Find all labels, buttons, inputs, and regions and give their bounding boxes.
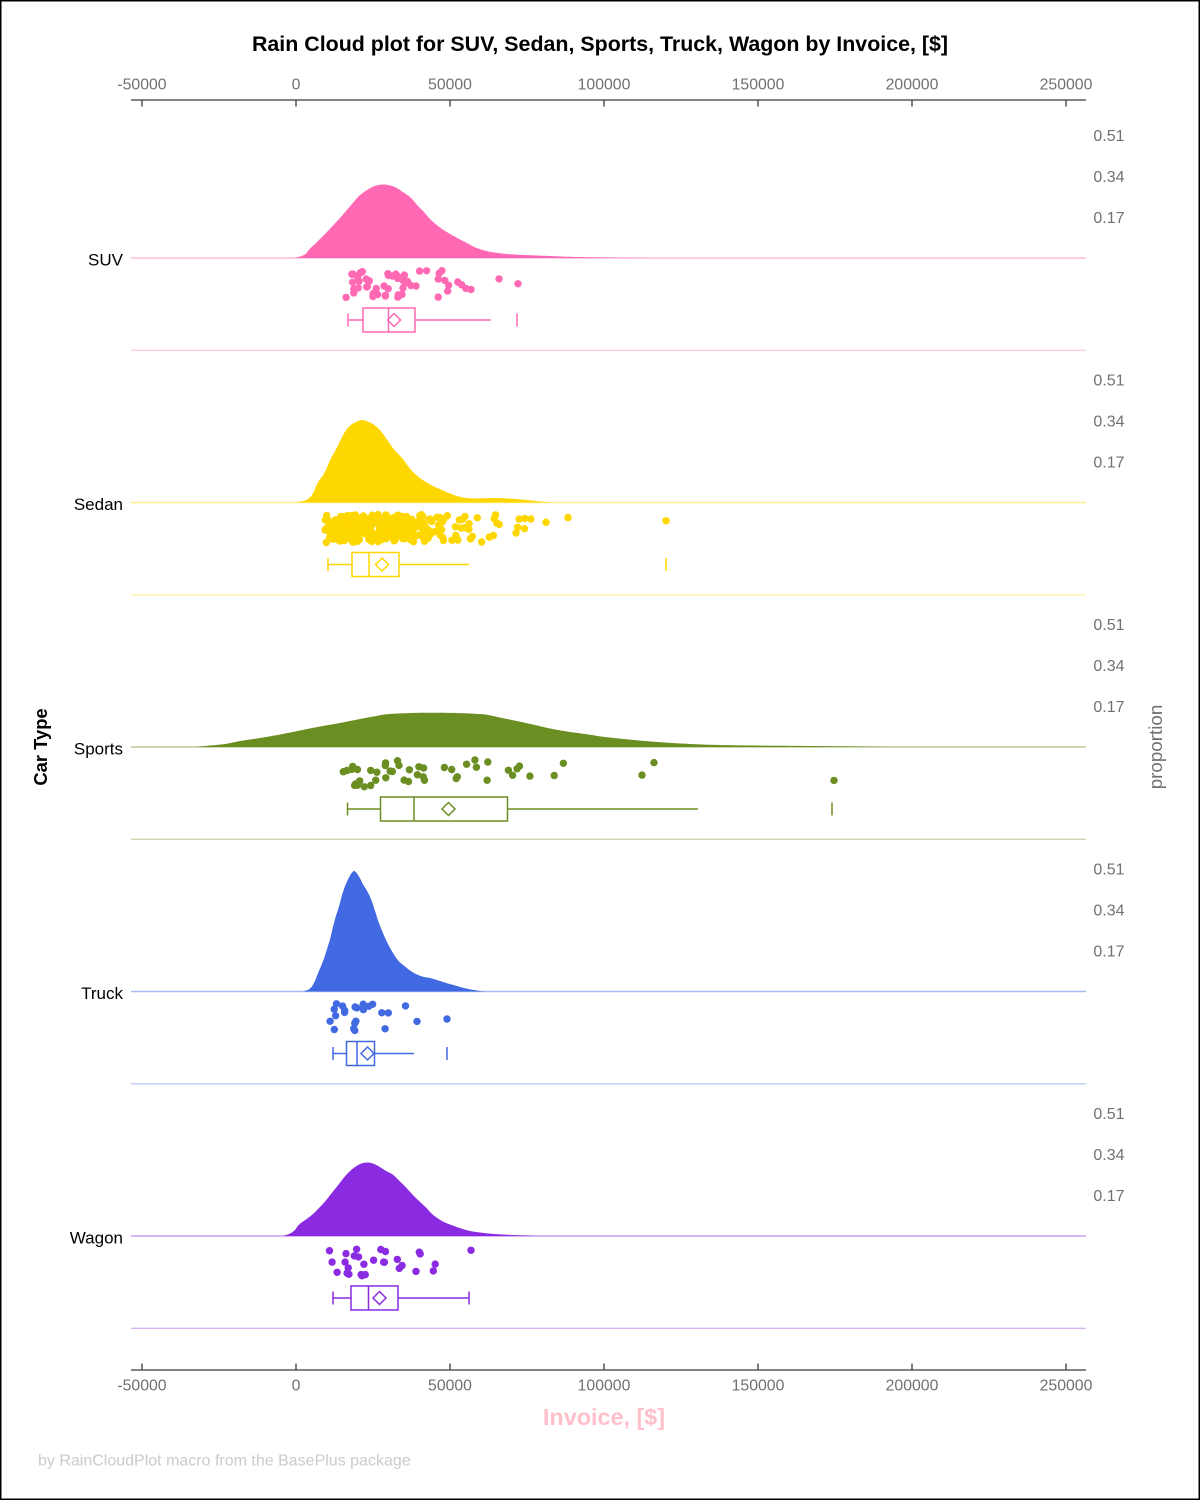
svg-text:0.51: 0.51	[1093, 861, 1124, 878]
svg-text:0.17: 0.17	[1093, 699, 1124, 716]
svg-text:50000: 50000	[428, 77, 472, 94]
svg-text:by RainCloudPlot macro from th: by RainCloudPlot macro from the BasePlus…	[38, 1453, 411, 1470]
svg-text:150000: 150000	[732, 1378, 785, 1395]
svg-text:250000: 250000	[1040, 1378, 1093, 1395]
svg-text:0.17: 0.17	[1093, 210, 1124, 227]
svg-text:0.17: 0.17	[1093, 944, 1124, 961]
svg-text:0: 0	[292, 1378, 301, 1395]
svg-text:200000: 200000	[886, 1378, 939, 1395]
svg-text:0: 0	[292, 77, 301, 94]
svg-text:0.51: 0.51	[1093, 372, 1124, 389]
svg-text:Car Type: Car Type	[30, 708, 51, 785]
svg-text:0.34: 0.34	[1093, 658, 1124, 675]
svg-text:Invoice, [$]: Invoice, [$]	[543, 1404, 665, 1430]
svg-text:200000: 200000	[886, 77, 939, 94]
svg-text:0.17: 0.17	[1093, 1188, 1124, 1205]
svg-text:100000: 100000	[578, 77, 631, 94]
svg-text:-50000: -50000	[117, 1378, 166, 1395]
svg-text:Rain Cloud plot for SUV, Sedan: Rain Cloud plot for SUV, Sedan, Sports, …	[252, 32, 948, 56]
svg-text:100000: 100000	[578, 1378, 631, 1395]
svg-text:Sports: Sports	[74, 739, 123, 758]
svg-text:Sedan: Sedan	[74, 495, 123, 514]
svg-text:0.51: 0.51	[1093, 617, 1124, 634]
svg-text:0.17: 0.17	[1093, 455, 1124, 472]
svg-text:0.34: 0.34	[1093, 903, 1124, 920]
svg-text:0.34: 0.34	[1093, 414, 1124, 431]
svg-text:SUV: SUV	[88, 250, 124, 269]
svg-text:50000: 50000	[428, 1378, 472, 1395]
svg-text:Truck: Truck	[81, 984, 123, 1003]
svg-text:150000: 150000	[732, 77, 785, 94]
svg-text:-50000: -50000	[117, 77, 166, 94]
svg-text:Wagon: Wagon	[70, 1228, 123, 1247]
svg-text:0.51: 0.51	[1093, 1106, 1124, 1123]
svg-text:proportion: proportion	[1145, 705, 1166, 790]
svg-text:250000: 250000	[1040, 77, 1093, 94]
svg-text:0.51: 0.51	[1093, 128, 1124, 145]
svg-text:0.34: 0.34	[1093, 169, 1124, 186]
svg-text:0.34: 0.34	[1093, 1147, 1124, 1164]
